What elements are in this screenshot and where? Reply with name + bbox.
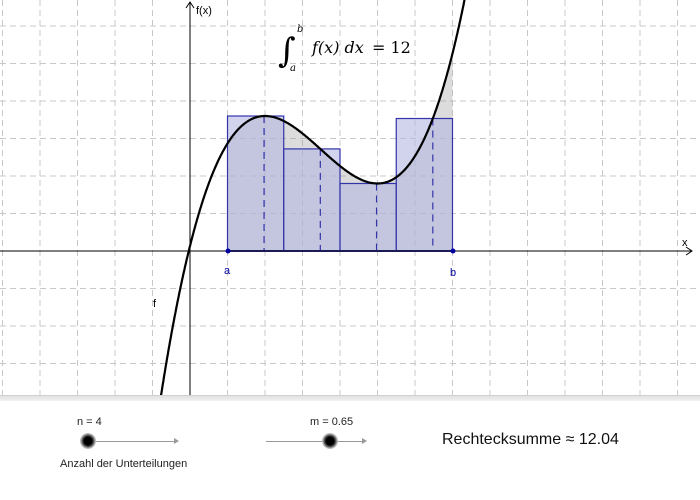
slider-m-track[interactable] bbox=[266, 441, 362, 442]
x-axis-label: x bbox=[682, 237, 688, 249]
integral-formula: ∫ b a f(x) dx = 12 bbox=[278, 24, 411, 74]
slider-m-knob[interactable] bbox=[323, 434, 337, 448]
graphics-view[interactable]: x f(x) f a b ∫ b a f(x) dx = 12 bbox=[0, 0, 700, 395]
riemann-rectangle bbox=[283, 148, 341, 252]
integral-result: = 12 bbox=[372, 38, 411, 57]
slider-n-caption: Anzahl der Unterteilungen bbox=[60, 458, 188, 470]
controls-panel: n = 4 Anzahl der Unterteilungen m = 0.65… bbox=[0, 401, 700, 500]
integral-upper-limit: b bbox=[297, 24, 303, 35]
slider-n-track[interactable] bbox=[88, 441, 174, 442]
axes bbox=[0, 1, 693, 395]
riemann-rectangle bbox=[226, 115, 285, 252]
riemann-rectangle bbox=[339, 182, 397, 252]
integral-lower-limit: a bbox=[290, 63, 296, 74]
point-a[interactable] bbox=[225, 248, 231, 254]
slider-n-knob[interactable] bbox=[81, 434, 95, 448]
integral-sign: ∫ bbox=[278, 31, 296, 71]
slider-m-label: m = 0.65 bbox=[310, 416, 354, 428]
rectangles bbox=[226, 115, 454, 252]
function-curve[interactable] bbox=[159, 0, 467, 395]
panel-divider[interactable] bbox=[0, 395, 700, 402]
point-b[interactable] bbox=[450, 248, 456, 254]
rectangle-sum-result: Rechtecksumme ≈ 12.04 bbox=[442, 431, 619, 448]
y-axis-arrow bbox=[185, 1, 195, 9]
y-axis-label: f(x) bbox=[196, 5, 212, 17]
graph-canvas[interactable]: x f(x) f a b ∫ b a f(x) dx = 12 bbox=[0, 0, 700, 395]
x-axis-arrow bbox=[685, 246, 693, 256]
slider-m-arrow-icon bbox=[362, 438, 367, 444]
slider-n-arrow-icon bbox=[174, 438, 179, 444]
integral-integrand: f(x) dx bbox=[311, 38, 364, 57]
point-b-label: b bbox=[450, 267, 456, 279]
point-a-label: a bbox=[224, 265, 231, 277]
function-label: f bbox=[153, 298, 157, 310]
grid bbox=[0, 0, 700, 395]
slider-n-label: n = 4 bbox=[77, 416, 102, 428]
